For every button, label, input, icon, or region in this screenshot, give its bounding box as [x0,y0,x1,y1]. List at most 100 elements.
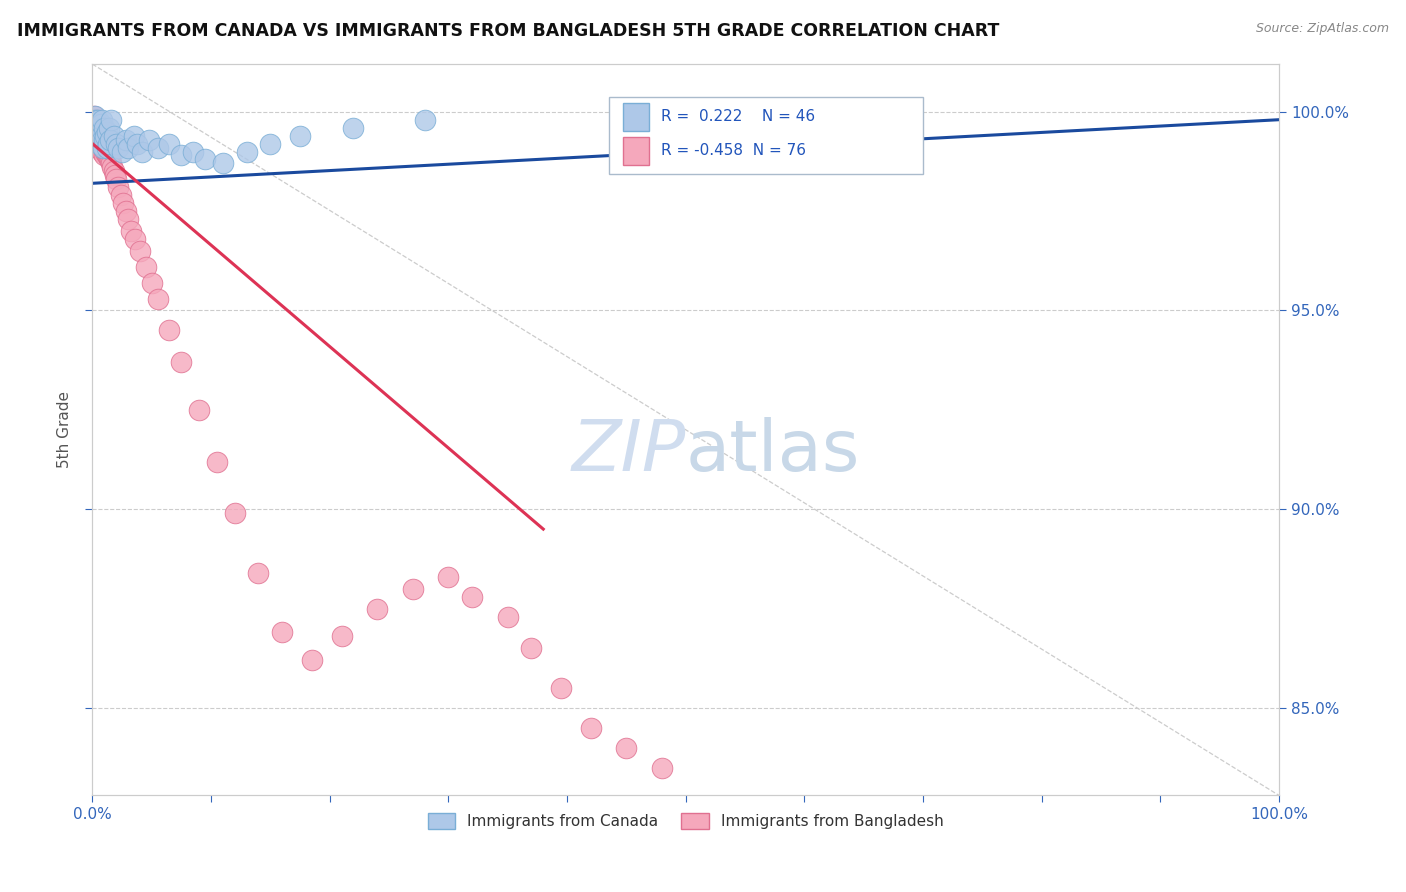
Point [402,582,425,596]
Point [86,132,108,146]
Point [117,140,139,154]
Point [138,132,160,146]
Point [83,112,105,127]
Point [159,136,181,151]
Point [89,136,111,151]
Point [97,153,120,167]
Point [103,164,125,178]
Point [86,117,108,131]
Point [90,132,112,146]
Point [86,117,108,131]
Legend: Immigrants from Canada, Immigrants from Bangladesh: Immigrants from Canada, Immigrants from … [422,806,950,835]
Point [91,140,114,154]
Point [413,112,436,127]
Point [131,145,153,159]
Point [330,629,353,643]
Point [96,140,118,154]
Point [96,148,118,162]
Text: Source: ZipAtlas.com: Source: ZipAtlas.com [1256,22,1389,36]
Point [235,145,257,159]
Point [90,125,112,139]
Point [83,109,105,123]
Point [93,140,115,154]
FancyBboxPatch shape [609,97,922,174]
Point [93,132,115,146]
Point [128,244,150,258]
Point [110,188,132,202]
Point [83,120,105,135]
Point [259,136,281,151]
Bar [623,103,650,131]
Point [93,148,115,162]
Point [342,120,364,135]
Point [90,128,112,143]
Point [86,125,108,139]
Point [107,180,129,194]
Point [89,128,111,143]
Point [224,506,246,520]
Point [83,112,105,127]
Point [550,681,572,695]
Point [437,570,460,584]
Y-axis label: 5th Grade: 5th Grade [58,392,72,468]
Point [114,132,136,146]
Point [100,112,122,127]
Point [87,125,110,139]
Point [90,112,112,127]
Point [104,169,127,183]
Text: R = -0.458  N = 76: R = -0.458 N = 76 [661,144,806,158]
Bar [623,136,650,164]
Point [87,112,110,127]
Point [98,153,121,167]
Point [90,117,112,131]
Point [301,653,323,667]
Point [97,136,120,151]
Point [98,132,121,146]
Point [105,136,128,151]
Text: IMMIGRANTS FROM CANADA VS IMMIGRANTS FROM BANGLADESH 5TH GRADE CORRELATION CHART: IMMIGRANTS FROM CANADA VS IMMIGRANTS FRO… [17,22,1000,40]
Point [87,132,110,146]
Point [122,128,145,143]
Point [83,117,105,131]
Point [103,128,125,143]
Point [114,204,136,219]
Point [97,145,120,159]
Point [84,112,107,127]
Point [135,260,157,274]
Text: R =  0.222    N = 46: R = 0.222 N = 46 [661,110,815,125]
Point [579,721,602,735]
Point [181,145,204,159]
Point [98,145,121,159]
Point [89,120,111,135]
Point [97,148,120,162]
Point [84,120,107,135]
Point [91,140,114,154]
Point [94,128,117,143]
Point [84,112,107,127]
Point [84,136,107,151]
Point [93,120,115,135]
Point [87,117,110,131]
Point [146,292,169,306]
Point [247,566,270,580]
Point [96,140,118,154]
Point [111,145,134,159]
Point [97,120,120,135]
Point [121,224,143,238]
Point [90,136,112,151]
Point [105,172,128,186]
Point [366,601,388,615]
Text: atlas: atlas [686,417,860,486]
Point [94,145,117,159]
Text: ZIP: ZIP [571,417,686,486]
Point [614,740,637,755]
Point [288,128,311,143]
Point [83,109,105,123]
Point [107,140,129,154]
Point [124,232,146,246]
Point [194,153,217,167]
Point [520,641,543,656]
Point [84,128,107,143]
Point [112,196,135,211]
Point [90,132,112,146]
